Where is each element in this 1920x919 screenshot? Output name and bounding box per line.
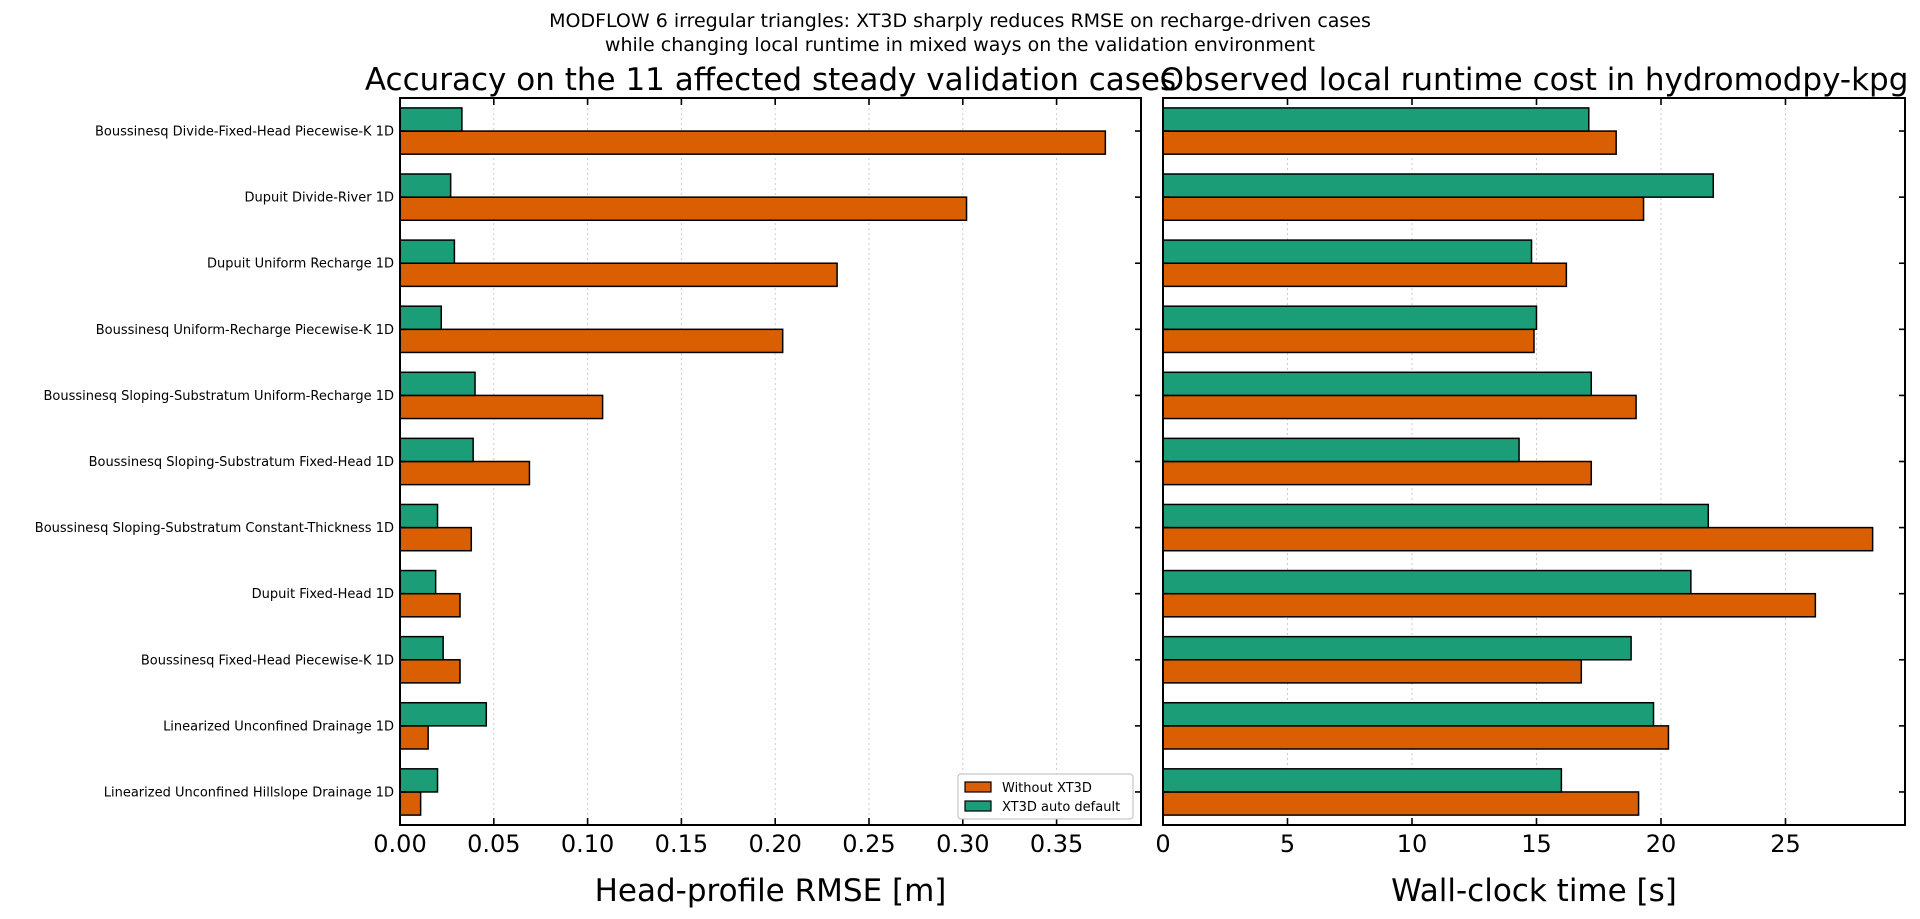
runtime-panel: Observed local runtime cost in hydromodp… [1155,62,1908,909]
runtime-bar-without-xt3d [1162,791,1640,816]
legend: Without XT3D XT3D auto default [957,773,1134,820]
legend-frame [957,773,1134,820]
legend-swatch-xt3d-auto-default [964,800,992,812]
rmse-xtick-label: 0.35 [1030,830,1083,858]
category-label: Boussinesq Sloping-Substratum Constant-T… [35,521,394,536]
rmse-bar-xt3d-auto-default [399,305,443,331]
runtime-xtick-label: 10 [1397,830,1428,858]
runtime-bar-xt3d-auto-default [1162,371,1593,397]
rmse-xtick-label: 0.20 [748,830,801,858]
runtime-bar-without-xt3d [1162,328,1535,354]
runtime-bar-without-xt3d [1162,130,1617,155]
runtime-xtick-label: 5 [1280,830,1295,858]
category-label: Dupuit Divide-River 1D [244,191,394,206]
rmse-bar-without-xt3d [399,262,838,288]
rmse-bar-xt3d-auto-default [399,768,439,793]
category-label: Boussinesq Uniform-Recharge Piecewise-K … [96,323,394,338]
category-label: Boussinesq Divide-Fixed-Head Piecewise-K… [95,125,394,140]
legend-label: XT3D auto default [1002,800,1120,815]
rmse-xtick-label: 0.30 [936,830,989,858]
rmse-bar-xt3d-auto-default [399,635,444,661]
rmse-bar-without-xt3d [399,328,784,354]
rmse-bar-without-xt3d [399,196,968,222]
runtime-xlabel: Wall-clock time [s] [1391,873,1677,909]
rmse-bar-xt3d-auto-default [399,701,488,727]
rmse-xtick-label: 0.15 [655,830,708,858]
runtime-bar-without-xt3d [1162,394,1637,420]
legend-swatch-without-xt3d [964,781,992,793]
category-label: Linearized Unconfined Hillslope Drainage… [104,785,394,800]
runtime-bar-xt3d-auto-default [1162,305,1538,331]
runtime-bar-xt3d-auto-default [1162,107,1590,132]
rmse-bar-xt3d-auto-default [399,437,474,463]
category-label: Dupuit Uniform Recharge 1D [207,257,394,272]
rmse-xtick-label: 0.05 [467,830,520,858]
rmse-xtick-label: 0.10 [561,830,614,858]
runtime-plot-frame [1162,97,1906,826]
rmse-bar-without-xt3d [399,659,461,684]
runtime-bar-xt3d-auto-default [1162,701,1655,727]
rmse-bar-xt3d-auto-default [399,503,439,529]
rmse-bar-xt3d-auto-default [399,107,463,132]
rmse-panel: Accuracy on the 11 affected steady valid… [35,62,1176,909]
runtime-xtick-label: 25 [1770,830,1801,858]
runtime-bar-xt3d-auto-default [1162,768,1563,793]
runtime-bar-xt3d-auto-default [1162,173,1715,198]
rmse-bar-without-xt3d [399,592,461,618]
runtime-xtick-label: 20 [1646,830,1677,858]
legend-label: Without XT3D [1002,781,1092,796]
rmse-title: Accuracy on the 11 affected steady valid… [365,62,1176,98]
runtime-bar-xt3d-auto-default [1162,503,1710,529]
rmse-xlabel: Head-profile RMSE [m] [595,873,947,909]
category-label: Boussinesq Fixed-Head Piecewise-K 1D [141,653,394,668]
runtime-title: Observed local runtime cost in hydromodp… [1160,62,1909,98]
figure-suptitle-line1: MODFLOW 6 irregular triangles: XT3D shar… [549,10,1371,32]
runtime-bar-without-xt3d [1162,460,1593,486]
runtime-bar-without-xt3d [1162,592,1817,618]
runtime-bar-without-xt3d [1162,262,1568,288]
category-label: Boussinesq Sloping-Substratum Uniform-Re… [43,389,394,404]
category-label: Boussinesq Sloping-Substratum Fixed-Head… [89,455,394,470]
rmse-bar-without-xt3d [399,394,604,420]
rmse-bar-without-xt3d [399,130,1107,155]
rmse-bar-without-xt3d [399,526,473,552]
rmse-plot-frame [399,97,1142,826]
runtime-bar-xt3d-auto-default [1162,437,1520,463]
rmse-bar-without-xt3d [399,460,531,486]
category-label: Linearized Unconfined Drainage 1D [163,719,394,734]
runtime-bar-without-xt3d [1162,196,1645,222]
runtime-bar-without-xt3d [1162,659,1583,684]
category-label: Dupuit Fixed-Head 1D [252,587,394,602]
rmse-bar-without-xt3d [399,725,429,750]
runtime-bar-xt3d-auto-default [1162,635,1632,661]
runtime-bar-xt3d-auto-default [1162,239,1533,264]
rmse-xtick-label: 0.25 [842,830,895,858]
rmse-bar-xt3d-auto-default [399,569,437,595]
runtime-xtick-label: 0 [1155,830,1170,858]
runtime-xtick-label: 15 [1521,830,1552,858]
runtime-bar-xt3d-auto-default [1162,569,1692,595]
rmse-bar-xt3d-auto-default [399,371,476,397]
figure-suptitle-line2: while changing local runtime in mixed wa… [605,34,1315,56]
rmse-bar-without-xt3d [399,791,422,816]
rmse-bar-xt3d-auto-default [399,173,452,198]
runtime-bar-without-xt3d [1162,725,1670,750]
rmse-bar-xt3d-auto-default [399,239,456,264]
runtime-bar-without-xt3d [1162,526,1874,552]
rmse-xtick-label: 0.00 [373,830,426,858]
